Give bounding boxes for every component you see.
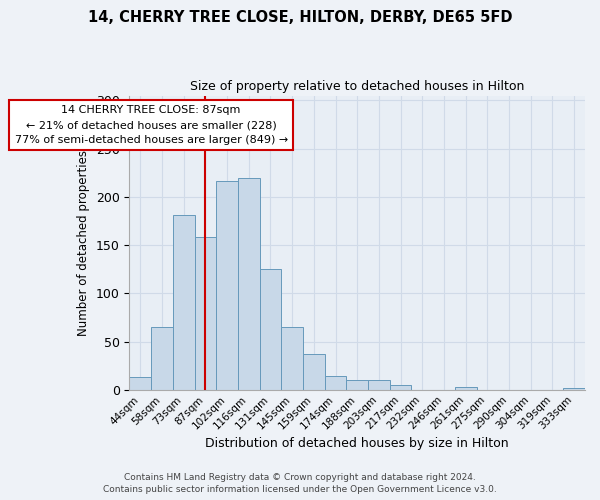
Text: 14, CHERRY TREE CLOSE, HILTON, DERBY, DE65 5FD: 14, CHERRY TREE CLOSE, HILTON, DERBY, DE… xyxy=(88,10,512,25)
Bar xyxy=(325,376,346,390)
Bar xyxy=(260,269,281,390)
Bar xyxy=(455,387,476,390)
Bar xyxy=(390,385,412,390)
Bar xyxy=(238,178,260,390)
Bar xyxy=(281,327,303,390)
Y-axis label: Number of detached properties: Number of detached properties xyxy=(77,150,91,336)
Bar xyxy=(216,182,238,390)
Text: Contains HM Land Registry data © Crown copyright and database right 2024.
Contai: Contains HM Land Registry data © Crown c… xyxy=(103,472,497,494)
Title: Size of property relative to detached houses in Hilton: Size of property relative to detached ho… xyxy=(190,80,524,93)
Bar xyxy=(346,380,368,390)
Bar xyxy=(303,354,325,390)
X-axis label: Distribution of detached houses by size in Hilton: Distribution of detached houses by size … xyxy=(205,437,509,450)
Bar xyxy=(151,327,173,390)
Bar xyxy=(173,215,194,390)
Bar xyxy=(194,238,216,390)
Text: 14 CHERRY TREE CLOSE: 87sqm
← 21% of detached houses are smaller (228)
77% of se: 14 CHERRY TREE CLOSE: 87sqm ← 21% of det… xyxy=(14,105,288,145)
Bar xyxy=(563,388,585,390)
Bar xyxy=(130,377,151,390)
Bar xyxy=(368,380,390,390)
